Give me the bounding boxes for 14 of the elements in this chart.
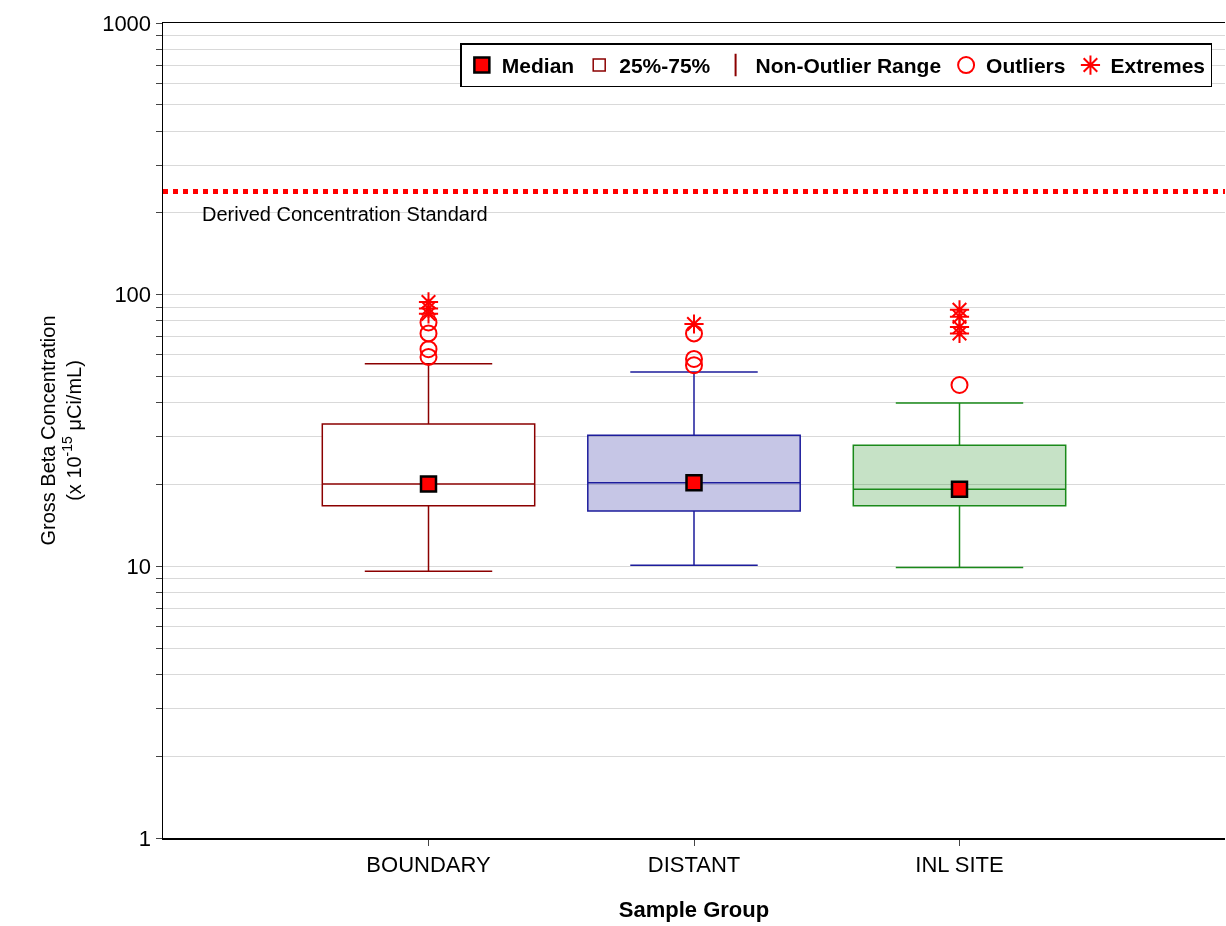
ref-line-label: Derived Concentration Standard [202,203,488,225]
legend-label: Outliers [986,54,1066,78]
x-tick-label: DISTANT [647,851,741,877]
x-tick-label: BOUNDARY [366,851,491,877]
y-tick-label: 10 [126,554,152,580]
x-tick-label: INL SITE [915,851,1004,877]
y-tick-label: 100 [114,282,152,308]
annotation: Non-Outlier Range [755,54,942,78]
y-tick-label: 1000 [102,10,152,36]
legend-label: Extremes [1110,54,1206,78]
x-axis-title: Sample Group [618,896,770,922]
y-tick-label: 1 [138,825,152,851]
legend-label: 25%-75% [619,54,711,78]
legend-label: Median [501,54,575,78]
